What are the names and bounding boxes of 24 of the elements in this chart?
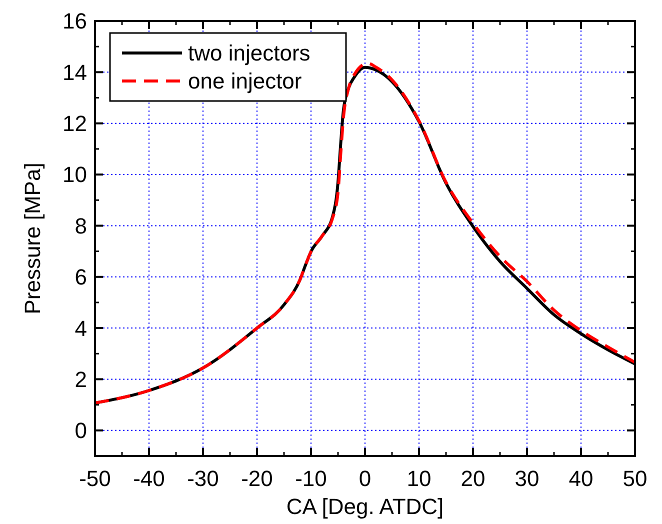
y-tick-label: 2 [74,366,87,392]
legend-label: one injector [188,68,302,94]
y-tick-label: 16 [62,8,87,34]
y-axis-title: Pressure [MPa] [20,162,45,314]
y-tick-label: 14 [62,60,87,85]
y-tick-label: 0 [74,418,87,444]
x-tick-label: 30 [514,466,540,491]
x-axis-title: CA [Deg. ATDC] [286,494,444,519]
x-tick-label: -20 [241,466,273,491]
x-tick-label: -50 [79,466,111,491]
x-tick-label: 20 [460,466,486,491]
x-tick-label: 0 [358,466,372,491]
y-tick-label: 6 [74,264,87,290]
y-tick-label: 4 [74,316,87,341]
y-tick-label: 12 [62,111,87,136]
x-tick-label: 50 [622,466,648,491]
x-tick-label: -40 [133,466,165,491]
x-tick-label: 40 [568,466,594,491]
x-tick-label: -30 [187,466,219,491]
x-tick-label: -10 [295,466,327,491]
x-tick-label: 10 [406,466,432,491]
legend-label: two injectors [188,40,310,66]
y-tick-label: 8 [74,213,87,238]
y-tick-label: 10 [62,162,87,188]
